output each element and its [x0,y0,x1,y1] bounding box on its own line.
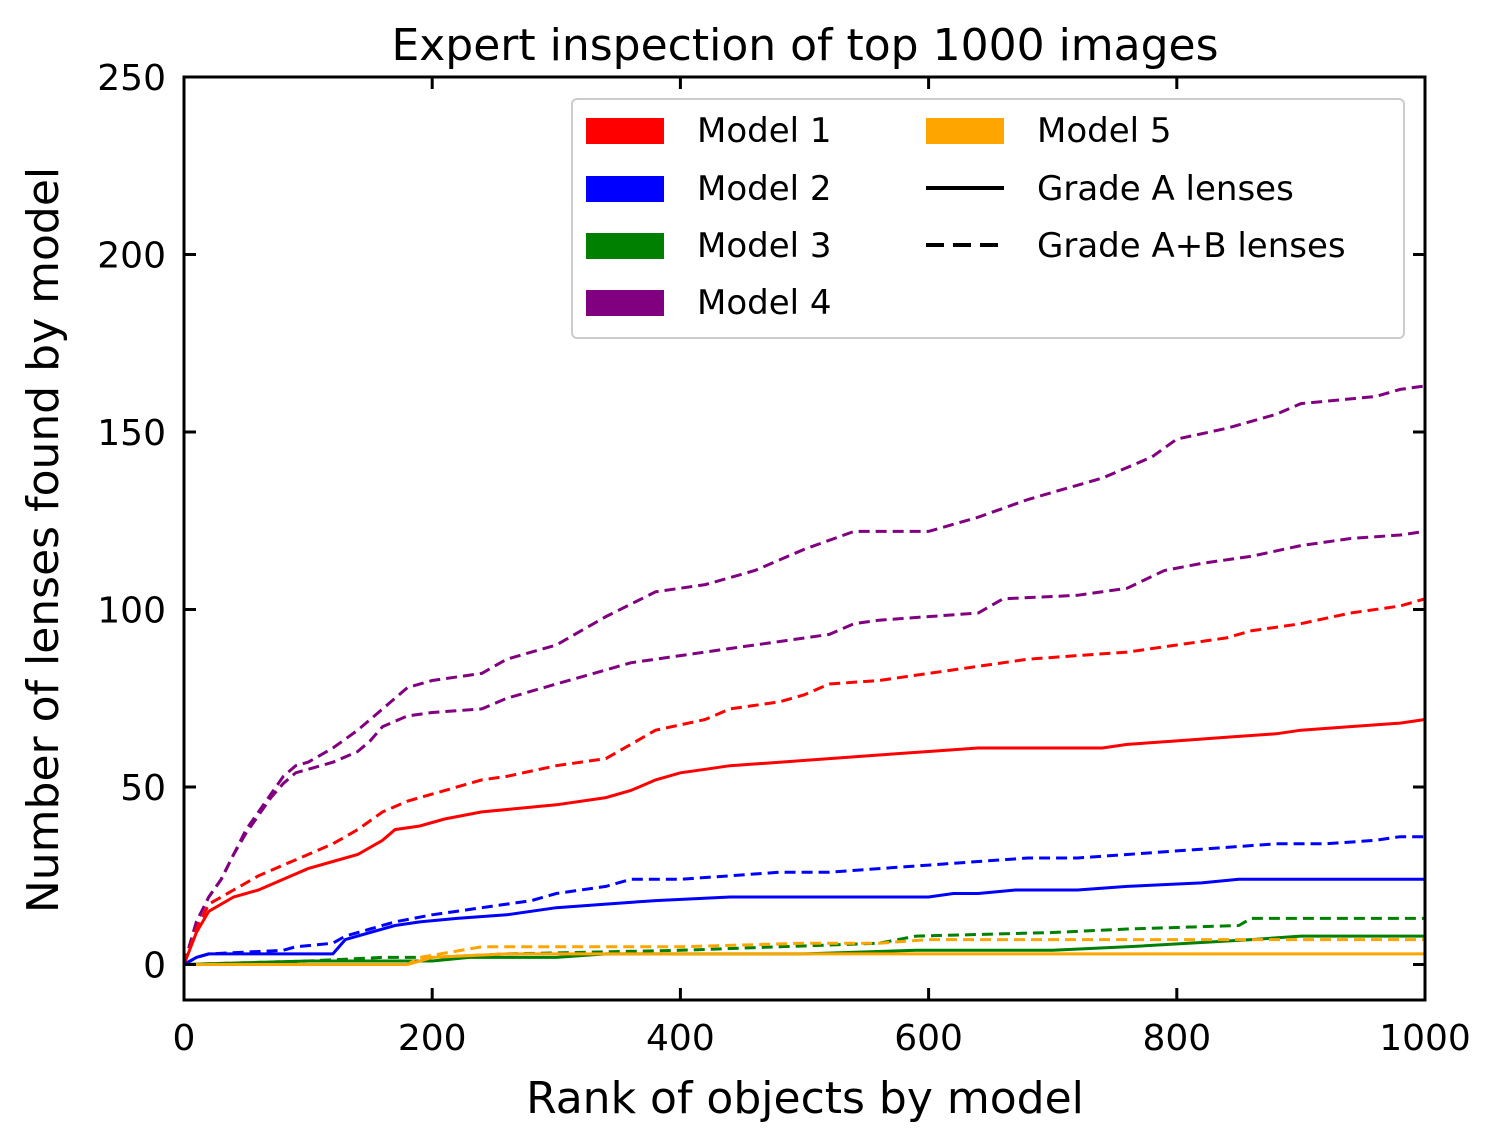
legend-label-grade-a-plus-b-lenses: Grade A+B lenses [1037,226,1346,266]
plot-frame [182,75,1427,1002]
legend-box [571,98,1405,339]
series-line-model-1-grade-a-plus-b [182,597,1426,965]
series-line-model-2-grade-a-plus-b [183,835,1425,966]
y-tick-label: 50 [120,768,166,809]
y-tick-label: 200 [97,236,166,277]
x-tick-label: 600 [894,1018,963,1059]
x-tick-label: 400 [646,1018,715,1059]
legend-label-model-1: Model 1 [697,111,832,151]
series-line-model-2-grade-a [183,877,1425,966]
legend-swatch-model-2 [586,176,664,202]
y-tick-label: 100 [97,591,166,632]
x-axis-label: Rank of objects by model [526,1073,1084,1124]
x-tick-label: 0 [173,1018,196,1059]
series-line-model-4-grade-a [182,529,1426,965]
series-line-model-4-grade-a-plus-b [182,384,1426,965]
legend-swatch-model-4 [586,290,664,316]
y-tick-label: 0 [143,946,166,987]
legend-label-model-2: Model 2 [697,169,832,209]
legend: Model 1 Model 2 Model 3 Model 4 Model 5 Grade… [571,98,1405,339]
y-tick-label: 250 [97,58,166,99]
legend-label-grade-a-lenses: Grade A lenses [1037,169,1294,209]
series-line-model-5-grade-a [184,952,1425,966]
legend-label-model-5: Model 5 [1037,111,1172,151]
x-tick-label: 800 [1142,1018,1211,1059]
x-tick-label: 1000 [1379,1018,1471,1059]
ticks-layer: 0 200 400 600 800 1000 0 50 100 150 200 250 [97,58,1471,1059]
y-axis-label: Number of lenses found by model [18,167,69,913]
series-line-model-1-grade-a [182,718,1426,966]
series-layer [182,384,1426,966]
series-line-model-5-grade-a-plus-b [184,938,1425,966]
x-tick-label: 200 [398,1018,467,1059]
legend-swatch-model-5 [926,118,1004,144]
chart-title: Expert inspection of top 1000 images [391,20,1218,71]
series-line-model-3-grade-a-plus-b [183,916,1425,966]
legend-swatch-model-3 [586,233,664,259]
legend-label-model-4: Model 4 [697,283,832,323]
legend-label-model-3: Model 3 [697,226,832,266]
y-tick-label: 150 [97,413,166,454]
legend-swatch-model-1 [586,118,664,144]
